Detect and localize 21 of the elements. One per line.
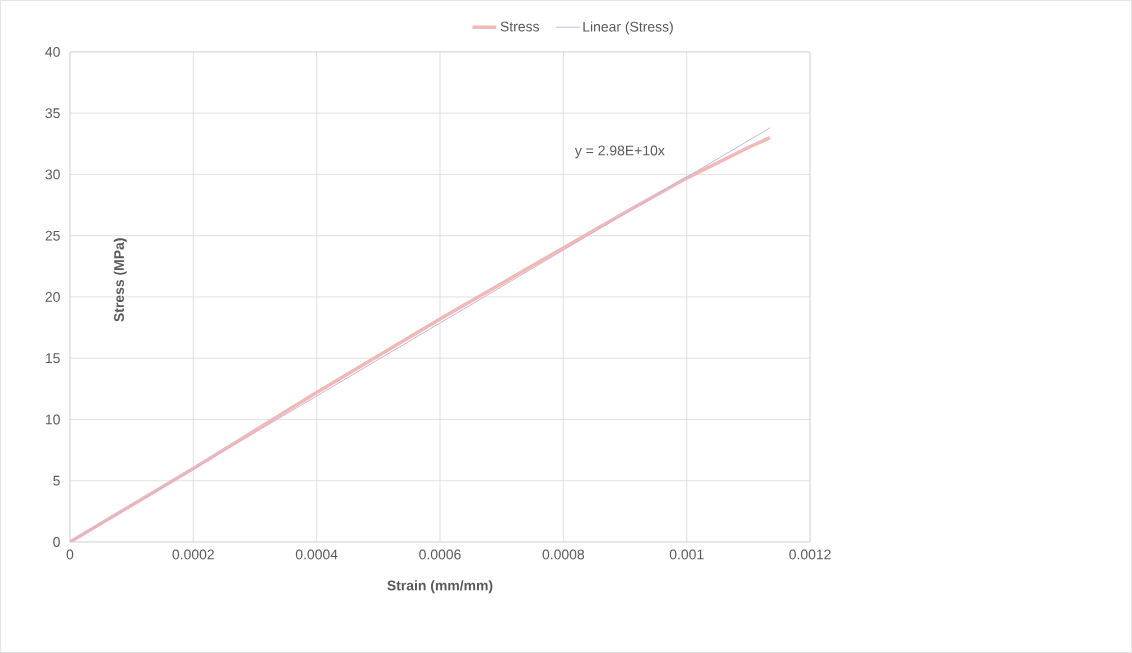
annotation: y = 2.98E+10x [574, 145, 665, 159]
x-tick-label: 0 [66, 549, 74, 560]
y-tick-label: 0 [53, 537, 60, 547]
y-tick-label: 15 [45, 353, 60, 364]
x-tick-label: 0.0012 [789, 549, 831, 560]
y-tick-label: 5 [53, 475, 60, 486]
legend-label: Stress [500, 21, 540, 32]
x-axis-title: Strain (mm/mm) [387, 580, 493, 594]
x-tick-label: 0.0006 [419, 549, 461, 560]
y-tick-label: 40 [45, 47, 60, 57]
y-tick-label: 10 [45, 414, 60, 425]
y-axis-title: Stress (MPa) [113, 238, 127, 322]
y-tick-label: 20 [45, 292, 60, 302]
x-tick-label: 0.0008 [542, 549, 585, 560]
x-tick-label: 0.001 [669, 549, 704, 560]
y-tick-label: 30 [45, 169, 60, 180]
y-tick-label: 25 [45, 230, 60, 241]
x-tick-label: 0.0002 [172, 549, 214, 560]
x-tick-label: 0.0004 [295, 549, 338, 560]
legend-label: Linear (Stress) [583, 21, 673, 35]
y-tick-label: 35 [45, 108, 60, 119]
